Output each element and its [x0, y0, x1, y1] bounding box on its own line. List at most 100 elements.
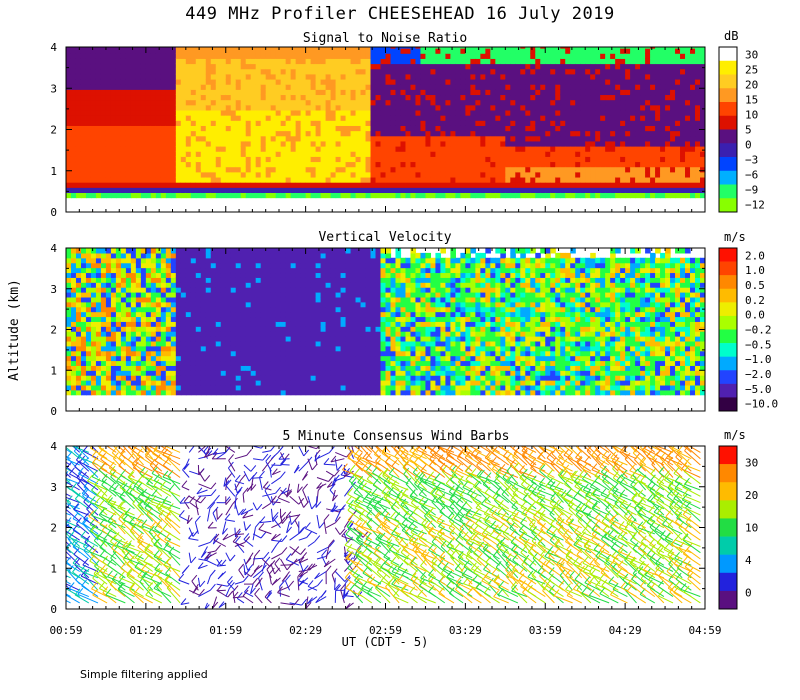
vv-cell	[235, 277, 242, 283]
vv-cell	[175, 370, 182, 376]
vv-cell	[80, 355, 87, 362]
vv-cell	[190, 345, 197, 352]
snr-cell	[120, 99, 127, 106]
snr-cell	[535, 68, 541, 75]
snr-cell	[405, 47, 412, 49]
snr-cell	[495, 120, 501, 126]
snr-cell	[550, 73, 556, 80]
snr-cell	[115, 48, 122, 54]
snr-cell	[365, 104, 372, 111]
snr-cell	[475, 47, 481, 49]
vv-cell	[85, 277, 92, 283]
snr-cell	[540, 120, 546, 126]
snr-cell	[450, 151, 456, 157]
snr-cell	[555, 115, 561, 121]
snr-cell	[290, 78, 297, 85]
snr-cell	[215, 151, 222, 157]
snr-cell	[120, 94, 127, 101]
vv-cell	[115, 301, 122, 308]
snr-cell	[145, 94, 152, 101]
snr-cell	[100, 89, 107, 96]
snr-cell	[245, 94, 252, 101]
vv-cell	[145, 365, 152, 371]
snr-cell	[285, 151, 292, 157]
snr-cell	[545, 99, 551, 106]
snr-cell	[620, 89, 626, 96]
snr-cell	[310, 104, 317, 111]
snr-cell	[410, 63, 417, 70]
snr-cell	[190, 192, 197, 199]
snr-cell	[235, 161, 242, 168]
vv-cell	[115, 267, 122, 274]
snr-cell	[610, 99, 616, 106]
snr-cell	[305, 176, 312, 183]
vv-cell	[140, 384, 147, 391]
snr-cell	[665, 94, 671, 101]
snr-cell	[310, 146, 317, 152]
snr-cell	[430, 109, 437, 116]
snr-cell	[605, 140, 611, 147]
snr-cell	[635, 166, 641, 173]
snr-cell	[180, 47, 187, 49]
snr-cell	[185, 94, 192, 101]
snr-cell	[445, 135, 451, 142]
snr-cell	[320, 109, 327, 116]
snr-cell	[120, 73, 127, 80]
snr-cell	[85, 53, 92, 59]
vv-cell	[200, 311, 207, 318]
snr-cell	[190, 151, 197, 157]
snr-cell	[100, 68, 107, 75]
snr-cell	[605, 78, 611, 85]
vv-cell	[130, 272, 137, 278]
snr-cell	[655, 99, 661, 106]
vv-cell	[160, 350, 167, 357]
vv-cell	[100, 311, 107, 318]
vv-cell	[80, 336, 87, 342]
snr-cell	[205, 151, 212, 157]
vv-cell	[210, 350, 217, 357]
snr-cell	[130, 53, 137, 59]
vv-cell	[66, 301, 72, 308]
snr-cell	[290, 73, 297, 80]
vv-cell	[120, 321, 127, 327]
snr-cell	[540, 151, 546, 157]
snr-cell	[320, 182, 327, 188]
snr-cell	[675, 135, 681, 142]
vv-cell	[90, 282, 97, 288]
vv-cell	[140, 331, 147, 337]
snr-cell	[445, 94, 451, 101]
vv-cell	[125, 321, 132, 327]
snr-cell	[445, 146, 451, 152]
snr-cell	[135, 84, 142, 90]
snr-cell	[470, 47, 476, 49]
snr-cell	[170, 120, 177, 126]
snr-cell	[545, 166, 551, 173]
snr-cell	[525, 47, 531, 49]
snr-cell	[645, 89, 651, 96]
snr-cell	[315, 161, 322, 168]
vv-cell	[145, 311, 152, 318]
vv-cell	[70, 257, 77, 264]
snr-cell	[365, 166, 372, 173]
vv-cell	[80, 360, 87, 366]
snr-cell	[445, 73, 451, 80]
snr-cell	[385, 84, 392, 90]
snr-cell	[635, 151, 641, 157]
snr-cell	[695, 135, 701, 142]
vv-cell	[180, 248, 187, 254]
vv-cell	[245, 287, 252, 293]
snr-cell	[390, 53, 397, 59]
snr-cell	[115, 84, 122, 90]
snr-cell	[260, 187, 267, 194]
snr-cell	[490, 192, 496, 199]
snr-cell	[95, 166, 102, 173]
snr-cell	[205, 192, 212, 199]
vv-cell	[75, 340, 82, 347]
snr-cell	[315, 125, 322, 132]
vv-cell	[225, 282, 232, 288]
snr-cell	[465, 161, 471, 168]
snr-cell	[225, 176, 232, 183]
snr-cell	[150, 58, 157, 65]
vv-cell	[195, 336, 202, 342]
snr-cell	[385, 68, 392, 75]
